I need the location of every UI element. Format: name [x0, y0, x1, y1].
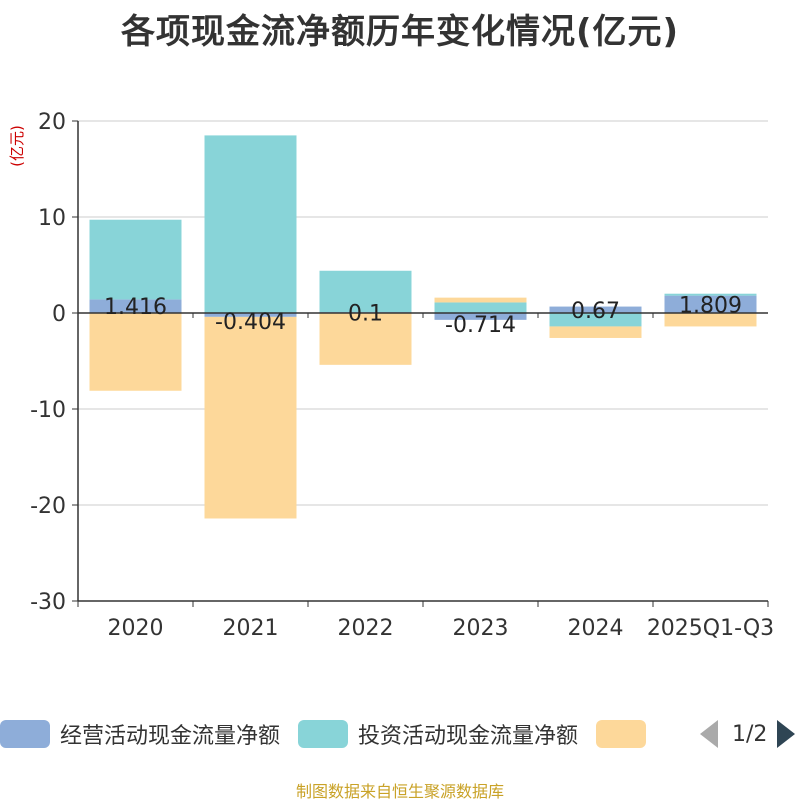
legend-swatch-financing	[596, 720, 647, 748]
y-tick-label: -10	[30, 398, 66, 423]
x-tick-label: 2020	[108, 616, 164, 641]
bar-financing-2024	[549, 326, 642, 338]
axes: 20 10 0 -10 -20 -30 2020 2021 2022 2023 2024 2025Q1…	[30, 110, 774, 641]
legend-label-investing: 投资活动现金流量净额	[358, 724, 579, 749]
legend-prev-icon[interactable]	[700, 720, 718, 748]
bar-investing-2021	[204, 135, 297, 313]
bar-operating-2021	[204, 313, 297, 317]
legend-next-icon[interactable]	[777, 720, 796, 748]
data-label-operating: -0.404	[215, 310, 286, 335]
bar-financing-2022	[319, 313, 412, 365]
legend-page-indicator: 1/2	[732, 721, 768, 747]
legend-item-financing[interactable]	[596, 720, 656, 748]
legend-pager: 1/2	[700, 716, 796, 752]
bar-operating-2023	[434, 313, 527, 320]
bar-operating-2025Q1-Q3	[664, 295, 757, 313]
bar-financing-2023	[434, 297, 527, 303]
legend-label-operating: 经营活动现金流量净额	[60, 724, 281, 749]
data-labels: 1.416 -0.404 0.1 -0.714 0.67 1.809	[104, 293, 742, 338]
data-label-operating: -0.714	[445, 313, 516, 338]
bar-investing-2025Q1-Q3	[664, 293, 757, 296]
bar-financing-2020	[89, 313, 182, 391]
x-tick-label: 2023	[453, 616, 509, 641]
x-tick-label: 2025Q1-Q3	[647, 616, 774, 641]
legend-swatch-operating	[0, 720, 50, 748]
data-label-operating: 1.809	[679, 293, 742, 318]
grid-lines	[78, 120, 768, 602]
y-tick-label: -30	[30, 590, 66, 615]
bar-investing-2022	[319, 270, 412, 313]
chart-title: 各项现金流净额历年变化情况(亿元)	[120, 12, 680, 52]
legend-item-investing[interactable]: 投资活动现金流量净额	[298, 718, 578, 750]
y-tick-label: 0	[52, 302, 66, 327]
bar-financing-2025Q1-Q3	[664, 313, 757, 327]
source-note: 制图数据来自恒生聚源数据库	[295, 782, 504, 801]
data-label-operating: 0.67	[571, 299, 620, 324]
legend-swatch-investing	[298, 720, 349, 748]
bar-layer	[89, 135, 757, 519]
y-tick-label: -20	[30, 494, 66, 519]
x-tick-label: 2021	[223, 616, 279, 641]
bar-operating-2024	[549, 306, 642, 313]
bar-financing-2021	[204, 316, 297, 519]
bar-investing-2020	[89, 219, 182, 300]
legend: 经营活动现金流量净额 投资活动现金流量净额	[0, 716, 674, 752]
y-tick-label: 10	[38, 206, 66, 231]
bar-investing-2024	[549, 313, 642, 327]
bar-investing-2023	[434, 302, 527, 313]
y-tick-label: 20	[38, 110, 66, 135]
data-label-operating: 1.416	[104, 295, 167, 320]
data-label-operating: 0.1	[348, 302, 383, 327]
legend-item-operating[interactable]: 经营活动现金流量净额	[0, 718, 280, 750]
x-tick-label: 2024	[568, 616, 624, 641]
y-axis-title: (亿元)	[8, 125, 26, 167]
bar-operating-2020	[89, 299, 182, 313]
x-tick-label: 2022	[338, 616, 394, 641]
